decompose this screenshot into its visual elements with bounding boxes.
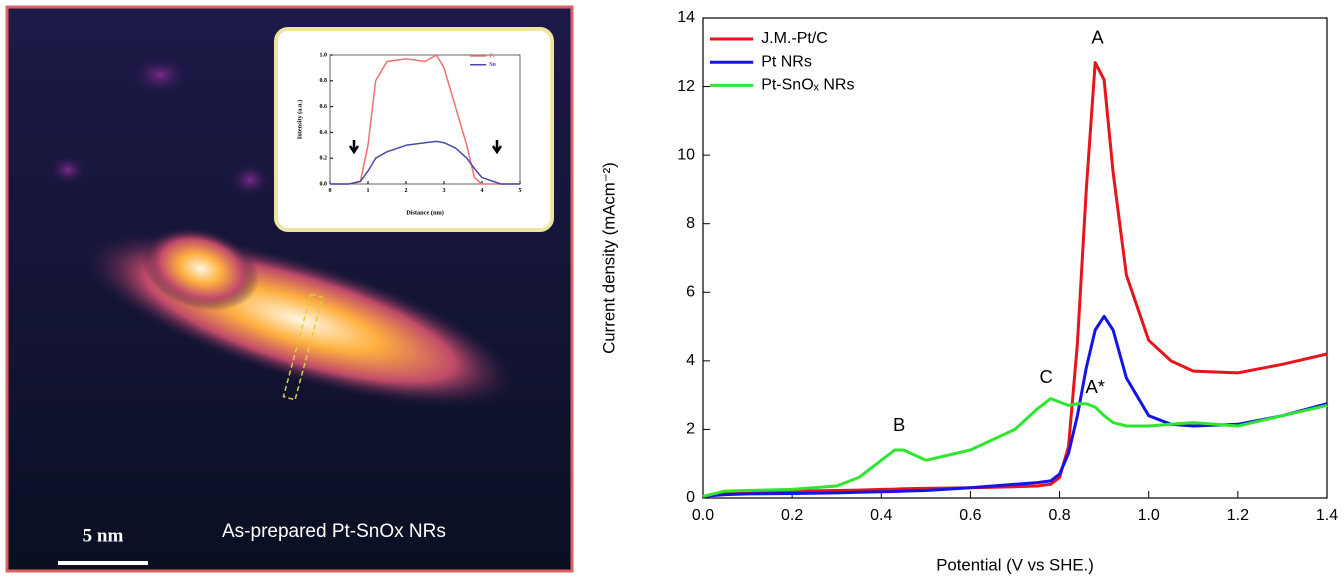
legend-label: Pt [489, 53, 495, 59]
series-line [702, 61, 1328, 498]
y-axis-label: Current density (mAcm⁻²) [599, 162, 618, 354]
y-tick-label: 0.8 [320, 78, 328, 84]
y-tick-label: 6 [686, 284, 695, 301]
y-tick-label: 0.6 [320, 104, 328, 110]
annotation: C [1040, 366, 1053, 387]
series-line [330, 54, 520, 185]
annotation: A* [1086, 376, 1105, 397]
legend-label: Sn [489, 62, 496, 68]
y-tick-label: 0.4 [320, 130, 328, 136]
plot-frame [702, 17, 1328, 499]
x-tick-label: 0.6 [959, 507, 981, 524]
x-tick-label: 1.2 [1227, 507, 1249, 524]
x-tick-label: 3 [443, 188, 446, 194]
x-tick-label: 2 [405, 188, 408, 194]
y-tick-label: 8 [686, 215, 695, 232]
y-tick-label: 12 [677, 78, 695, 95]
micrograph: 5 nm As-prepared Pt-SnOx NRs [5, 5, 574, 573]
y-tick-label: 14 [677, 9, 695, 26]
x-tick-label: 1.4 [1316, 507, 1338, 524]
x-tick-label: 5 [519, 188, 522, 194]
y-tick-label: 0.2 [320, 156, 328, 162]
series-line [330, 140, 520, 185]
x-axis-label: Potential (V vs SHE.) [936, 555, 1094, 574]
y-tick-label: 0 [686, 489, 695, 506]
scale-label: 5 nm [83, 525, 124, 546]
legend-label: Pt-SnOₓ NRs [761, 77, 854, 94]
x-tick-label: 0.2 [781, 507, 803, 524]
annotation: A [1091, 26, 1104, 47]
x-tick-label: 0.0 [692, 507, 714, 524]
y-tick-label: 2 [686, 421, 695, 438]
x-tick-label: 0 [329, 188, 332, 194]
series-line [702, 397, 1328, 498]
legend-label: J.M.-Pt/C [761, 30, 828, 47]
y-tick-label: 0.0 [320, 181, 328, 187]
x-tick-label: 0.8 [1048, 507, 1070, 524]
x-axis-label: Distance (nm) [406, 209, 444, 216]
y-tick-label: 10 [677, 146, 695, 163]
legend-label: Pt NRs [761, 53, 812, 70]
annotation: B [893, 414, 905, 435]
y-tick-label: 4 [686, 352, 695, 369]
y-axis-label: Intensity (a.u.) [296, 100, 303, 139]
plot-frame [329, 54, 521, 185]
series-line [702, 314, 1328, 498]
x-tick-label: 1.0 [1138, 507, 1160, 524]
caption: As-prepared Pt-SnOx NRs [222, 521, 446, 542]
x-tick-label: 0.4 [870, 507, 892, 524]
inset-frame [274, 27, 554, 232]
y-tick-label: 1.0 [320, 52, 328, 58]
x-tick-label: 4 [481, 188, 484, 194]
x-tick-label: 1 [367, 188, 370, 194]
